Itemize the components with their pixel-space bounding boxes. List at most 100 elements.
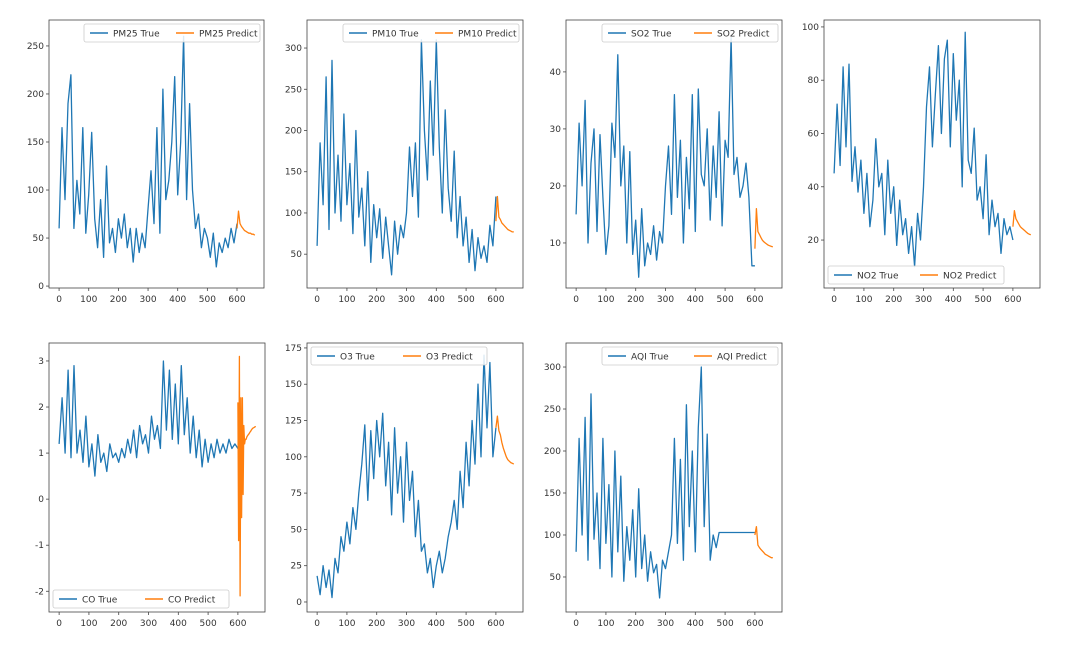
x-tick-label: 300 xyxy=(657,619,674,629)
y-tick-label: 250 xyxy=(544,405,561,415)
y-tick-label: 30 xyxy=(550,125,562,135)
legend-label: SO2 Predict xyxy=(717,30,770,40)
series-line-so2-true xyxy=(575,37,755,278)
y-tick-label: 250 xyxy=(27,42,44,52)
legend: SO2 True SO2 Predict xyxy=(601,23,779,43)
y-tick-label: 100 xyxy=(544,531,561,541)
x-tick-label: 600 xyxy=(487,295,504,305)
series-line-aqi-predict xyxy=(754,525,773,559)
x-tick-label: 200 xyxy=(885,295,902,305)
legend-label: AQI True xyxy=(631,353,669,363)
x-tick-label: 300 xyxy=(398,619,415,629)
y-tick-label: 75 xyxy=(291,489,302,499)
y-tick-label: 125 xyxy=(285,417,302,427)
legend: CO True CO Predict xyxy=(52,589,230,609)
x-tick-label: 600 xyxy=(228,295,245,305)
x-tick-label: 500 xyxy=(199,295,216,305)
x-tick-label: 400 xyxy=(687,619,704,629)
x-tick-label: 400 xyxy=(428,295,445,305)
series-line-o3-true xyxy=(316,354,497,599)
x-tick-label: 200 xyxy=(368,619,385,629)
y-tick-label: 40 xyxy=(550,68,562,78)
x-tick-label: 400 xyxy=(428,619,445,629)
y-tick-label: 100 xyxy=(285,453,302,463)
x-tick-label: 600 xyxy=(487,619,504,629)
x-tick-label: 200 xyxy=(368,295,385,305)
x-tick-label: 300 xyxy=(657,295,674,305)
x-tick-label: 600 xyxy=(746,295,763,305)
x-tick-label: 500 xyxy=(458,295,475,305)
y-tick-label: 100 xyxy=(802,23,819,33)
y-tick-label: 200 xyxy=(285,126,302,136)
y-tick-label: 150 xyxy=(285,168,302,178)
series-line-pm25-predict xyxy=(236,210,256,236)
y-tick-label: 100 xyxy=(285,209,302,219)
subplot-so2: 0 100 200 300 400 500 600 10 20 30 40 SO2 True SO2 P… xyxy=(550,19,783,305)
x-tick-label: 100 xyxy=(597,619,614,629)
y-tick-label: 25 xyxy=(291,562,302,572)
axes-frame xyxy=(565,342,783,613)
y-tick-label: 50 xyxy=(550,573,562,583)
x-tick-label: 400 xyxy=(945,295,962,305)
y-tick-label: 0 xyxy=(296,598,302,608)
y-tick-label: 50 xyxy=(291,525,303,535)
x-tick-label: 0 xyxy=(56,619,62,629)
x-tick-label: 0 xyxy=(314,619,320,629)
y-tick-label: 200 xyxy=(544,447,561,457)
x-tick-label: 100 xyxy=(80,295,97,305)
y-tick-label: 3 xyxy=(38,357,44,367)
series-line-co-predict xyxy=(237,355,257,597)
y-tick-label: 175 xyxy=(285,344,302,354)
subplot-pm25: 0 100 200 300 400 500 600 0 50 100 150 200 250 PM25 T… xyxy=(27,19,265,305)
y-tick-label: 40 xyxy=(808,183,820,193)
x-tick-label: 600 xyxy=(229,619,246,629)
series-line-no2-predict xyxy=(1012,210,1032,236)
axes-frame xyxy=(306,342,524,613)
axes-frame xyxy=(306,19,524,289)
x-tick-label: 0 xyxy=(314,295,320,305)
y-tick-label: 200 xyxy=(27,90,44,100)
x-tick-label: 200 xyxy=(627,619,644,629)
series-line-pm10-predict xyxy=(495,195,514,233)
x-tick-label: 500 xyxy=(717,619,734,629)
x-tick-label: 500 xyxy=(975,295,992,305)
x-tick-label: 0 xyxy=(831,295,837,305)
legend: PM25 True PM25 Predict xyxy=(83,23,261,43)
x-tick-label: 400 xyxy=(169,295,186,305)
subplot-co: 0 100 200 300 400 500 600 -2 -1 0 1 2 3 CO True CO Pre… xyxy=(35,342,266,629)
subplot-o3: 0 100 200 300 400 500 600 0 25 50 75 100 125 150 175 O3… xyxy=(285,342,524,629)
y-tick-label: 20 xyxy=(808,236,820,246)
series-line-aqi-true xyxy=(575,366,755,599)
legend-label: AQI Predict xyxy=(717,353,767,363)
x-tick-label: 0 xyxy=(56,295,62,305)
y-tick-label: 150 xyxy=(285,380,302,390)
y-tick-label: 80 xyxy=(808,76,820,86)
series-line-so2-predict xyxy=(754,208,774,249)
legend: NO2 True NO2 Predict xyxy=(827,265,1005,285)
x-tick-label: 500 xyxy=(200,619,217,629)
x-tick-label: 100 xyxy=(855,295,872,305)
subplot-aqi: 0 100 200 300 400 500 600 50 100 150 200 250 300 AQI … xyxy=(544,342,783,629)
legend-label: NO2 True xyxy=(857,272,899,282)
legend-label: NO2 Predict xyxy=(943,272,997,282)
y-tick-label: 20 xyxy=(550,182,562,192)
axes-frame xyxy=(48,342,266,613)
x-tick-label: 500 xyxy=(458,619,475,629)
series-line-o3-predict xyxy=(495,415,515,465)
legend-label: CO True xyxy=(82,596,118,606)
x-tick-label: 200 xyxy=(110,295,127,305)
x-tick-label: 600 xyxy=(1004,295,1021,305)
legend-label: SO2 True xyxy=(631,30,672,40)
legend-label: CO Predict xyxy=(168,596,216,606)
legend-label: PM10 Predict xyxy=(458,30,517,40)
y-tick-label: 60 xyxy=(808,129,820,139)
y-tick-label: 1 xyxy=(38,449,44,459)
series-line-pm10-true xyxy=(316,39,497,276)
legend-label: PM10 True xyxy=(372,30,419,40)
legend: PM10 True PM10 Predict xyxy=(342,23,520,43)
legend: AQI True AQI Predict xyxy=(601,346,779,366)
x-tick-label: 300 xyxy=(139,295,156,305)
x-tick-label: 500 xyxy=(717,295,734,305)
